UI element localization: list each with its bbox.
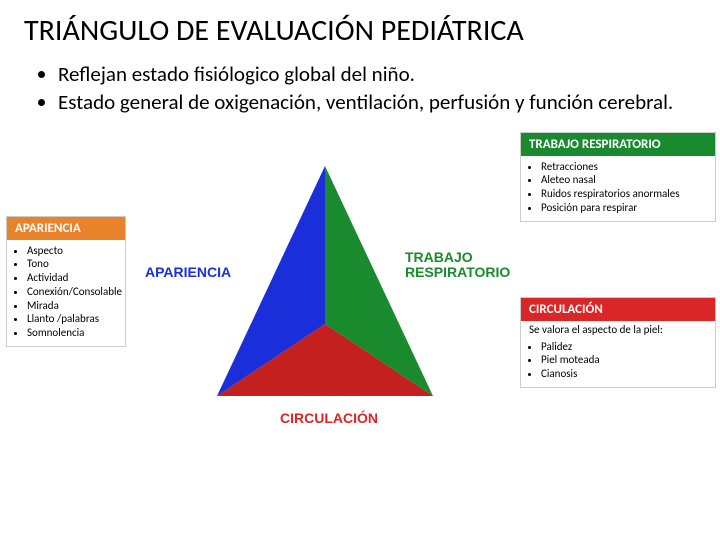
list-item: Actividad <box>27 271 119 285</box>
list-item: Somnolencia <box>27 326 119 340</box>
list-item: Cianosis <box>541 367 709 381</box>
box-apariencia: APARIENCIA Aspecto Tono Actividad Conexi… <box>6 216 126 347</box>
box-circulacion-list: Palidez Piel moteada Cianosis <box>521 336 715 387</box>
main-bullets: Reflejan estado fisiólogico global del n… <box>0 57 720 132</box>
list-item: Retracciones <box>541 160 709 174</box>
box-circulacion-header: CIRCULACIÓN <box>521 298 715 321</box>
diagram-area: APARIENCIA Aspecto Tono Actividad Conexi… <box>0 132 720 462</box>
triangle-label-circulacion: CIRCULACIÓN <box>280 410 378 426</box>
triangle-diagram: APARIENCIA TRABAJO RESPIRATORIO CIRCULAC… <box>155 146 495 436</box>
list-item: Tono <box>27 257 119 271</box>
list-item: Posición para respirar <box>541 201 709 215</box>
box-circulacion-intro: Se valora el aspecto de la piel: <box>521 321 715 336</box>
slide-title: TRIÁNGULO DE EVALUACIÓN PEDIÁTRICA <box>0 0 720 57</box>
list-item: Mirada <box>27 299 119 313</box>
list-item: Palidez <box>541 340 709 354</box>
bullet-item: Reflejan estado fisiólogico global del n… <box>58 61 690 87</box>
list-item: Llanto /palabras <box>27 312 119 326</box>
triangle-svg <box>155 146 495 436</box>
box-apariencia-list: Aspecto Tono Actividad Conexión/Consolab… <box>7 240 125 346</box>
list-item: Aleteo nasal <box>541 173 709 187</box>
box-trabajo-header: TRABAJO RESPIRATORIO <box>521 133 715 156</box>
bullet-item: Estado general de oxigenación, ventilaci… <box>58 89 690 115</box>
box-trabajo-list: Retracciones Aleteo nasal Ruidos respira… <box>521 156 715 221</box>
list-item: Piel moteada <box>541 353 709 367</box>
box-apariencia-header: APARIENCIA <box>7 217 125 240</box>
triangle-label-trabajo: TRABAJO RESPIRATORIO <box>405 250 510 281</box>
triangle-label-apariencia: APARIENCIA <box>145 264 231 280</box>
list-item: Conexión/Consolable <box>27 285 119 299</box>
list-item: Ruidos respiratorios anormales <box>541 187 709 201</box>
list-item: Aspecto <box>27 244 119 258</box>
box-trabajo: TRABAJO RESPIRATORIO Retracciones Aleteo… <box>520 132 716 222</box>
box-circulacion: CIRCULACIÓN Se valora el aspecto de la p… <box>520 297 716 388</box>
